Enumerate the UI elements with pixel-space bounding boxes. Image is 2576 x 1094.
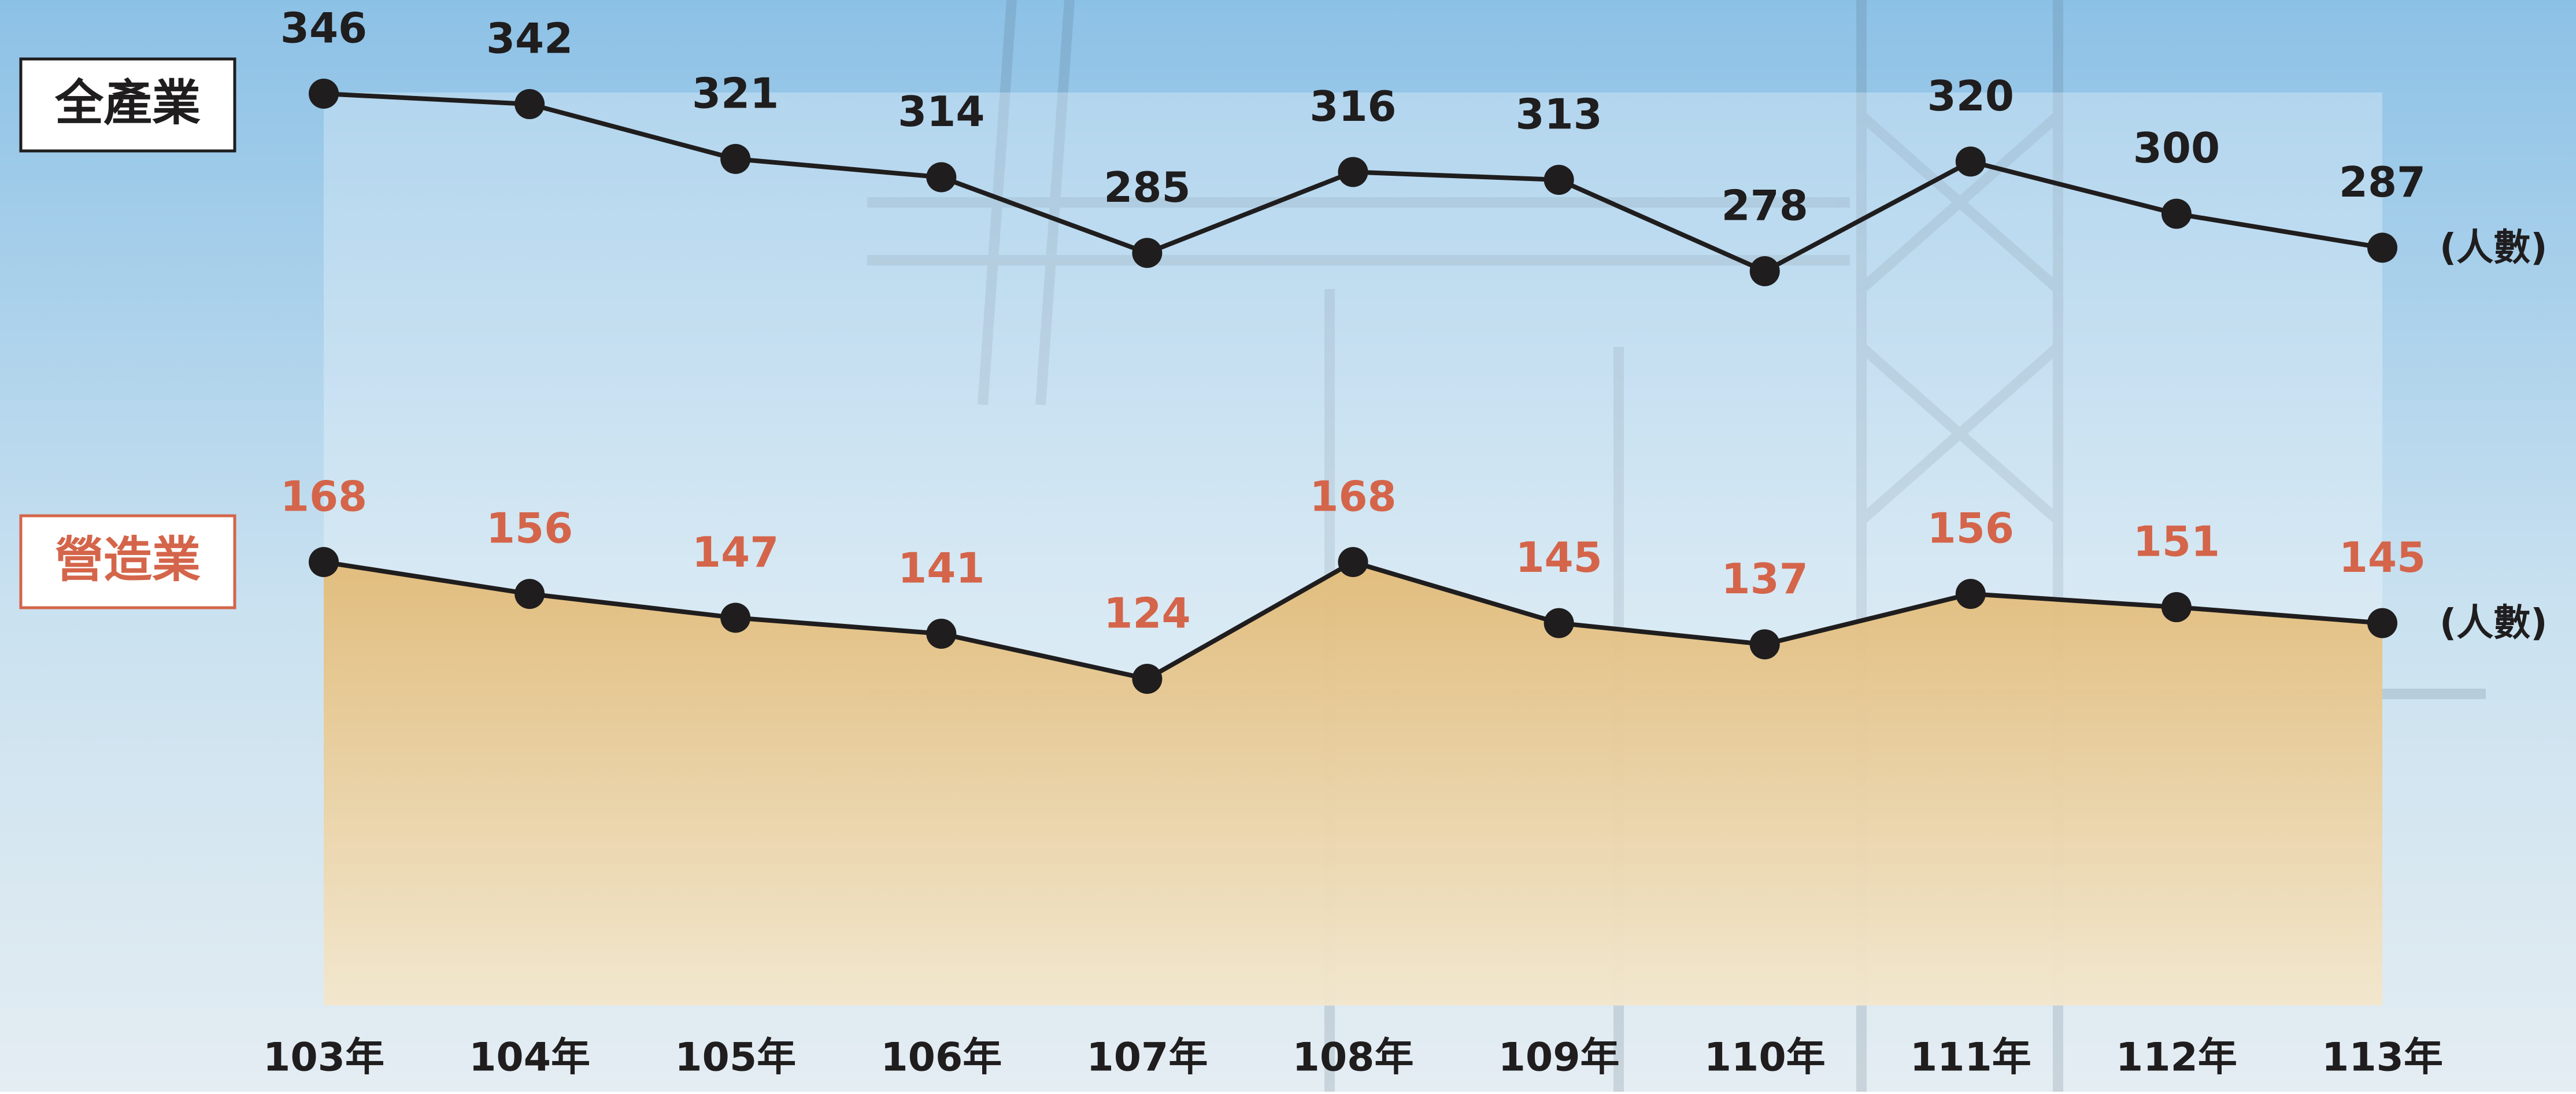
point [2162,199,2192,229]
x-tick-label: 107年 [1086,1035,1208,1081]
point [926,162,956,192]
point [926,619,956,649]
value-label: 137 [1722,555,1808,603]
value-label: 346 [280,4,367,53]
value-label: 342 [486,14,573,63]
point [2367,232,2397,263]
value-label: 156 [486,504,573,553]
point [515,89,545,119]
point [2367,608,2397,638]
point [1544,608,1574,638]
point [1132,664,1162,694]
x-tick-label: 110年 [1704,1035,1826,1081]
value-label: 316 [1309,82,1396,131]
value-label: 320 [1927,72,2014,120]
point [1132,238,1162,268]
legend-label: 營造業 [55,531,201,588]
x-tick-label: 111年 [1910,1035,2031,1081]
point [1956,146,1986,176]
value-label: 314 [898,87,984,136]
x-tick-label: 106年 [880,1035,1002,1081]
value-label: 145 [2339,533,2426,582]
point [1956,579,1986,609]
x-tick-label: 112年 [2116,1035,2237,1081]
point [2162,592,2192,622]
point [309,547,339,577]
point [515,579,545,609]
value-label: 300 [2133,124,2220,172]
point [1544,165,1574,195]
x-tick-label: 109年 [1498,1035,1620,1081]
value-label: 147 [692,528,779,576]
value-label: 141 [898,544,984,592]
x-tick-label: 104年 [469,1035,590,1081]
unit-label: (人數) [2440,227,2548,269]
x-tick-label: 103年 [263,1035,384,1081]
value-label: 168 [280,472,367,521]
point [720,603,750,633]
value-label: 168 [1309,472,1396,521]
point [1338,157,1368,187]
x-tick-label: 105年 [675,1035,796,1081]
value-label: 124 [1104,589,1190,638]
unit-label: (人數) [2440,602,2548,645]
value-label: 278 [1722,182,1808,230]
x-tick-label: 108年 [1293,1035,1414,1081]
value-label: 151 [2133,518,2220,566]
area [324,562,2382,1006]
legend-label: 全產業 [54,75,201,131]
point [1338,547,1368,577]
point [1750,256,1780,286]
value-label: 156 [1927,504,2014,553]
value-label: 313 [1515,90,1602,139]
point [309,79,339,109]
value-label: 285 [1104,163,1190,212]
value-label: 321 [692,69,779,117]
point [720,144,750,174]
point [1750,629,1780,659]
chart: 全產業 營造業 346 342 321 314 285 316 313 278 320 300 28… [0,0,2576,1092]
value-label: 145 [1515,533,1602,582]
value-label: 287 [2339,158,2426,206]
x-tick-label: 113年 [2322,1035,2443,1081]
